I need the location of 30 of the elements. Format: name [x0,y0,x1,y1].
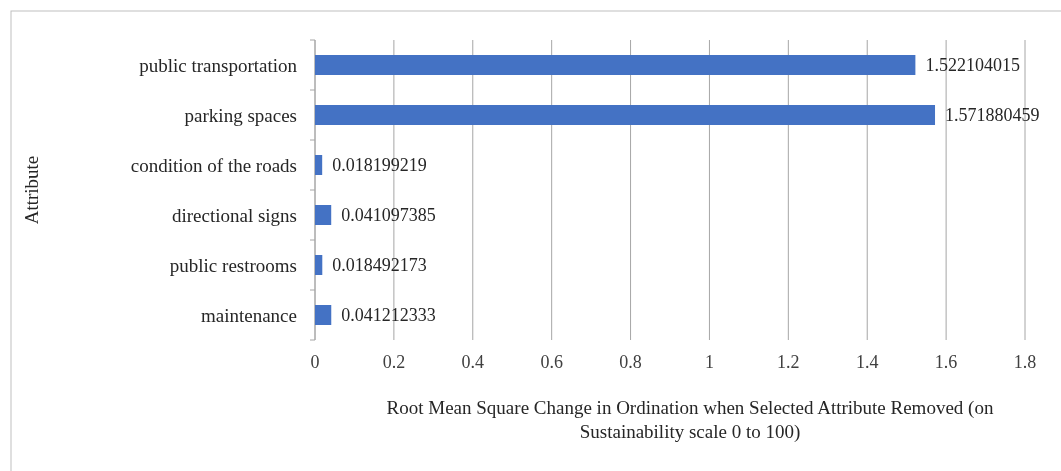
y-tick-label: public restrooms [169,254,297,276]
x-tick-label: 0.6 [540,352,563,372]
data-label: 1.522104015 [925,55,1020,76]
data-label: 1.571880459 [945,105,1040,126]
bar [315,205,332,225]
bar [315,305,332,325]
y-tick-label: maintenance [200,304,297,326]
x-axis-title: Root Mean Square Change in Ordination when Selected Attribute Removed (on Sustainability scale 0 to 100) [386,397,994,443]
x-tick-label: 1.2 [777,352,800,372]
bar [315,55,916,75]
x-tick-label: 0.4 [461,352,485,372]
x-tick-label: 1.4 [855,352,879,372]
x-tick-label: 1.6 [934,352,958,372]
data-label: 0.041212333 [341,305,436,326]
y-axis-title: Attribute [21,155,42,225]
data-label: 0.018199219 [332,155,427,176]
y-tick-label: condition of the roads [130,154,297,176]
y-tick-label: parking spaces [184,104,297,126]
x-tick-label: 1.8 [1013,352,1037,372]
x-tick-label: 0.2 [382,352,406,372]
y-tick-label: public transportation [139,54,298,76]
y-tick-label: directional signs [171,204,297,226]
data-label: 0.041097385 [341,205,436,226]
data-label: 0.018492173 [332,255,427,276]
x-tick-label: 0.8 [619,352,642,372]
bar [315,155,323,175]
x-tick-label: 1 [704,352,714,372]
x-tick-label: 0 [310,352,320,372]
bar [315,255,323,275]
bar [315,105,936,125]
